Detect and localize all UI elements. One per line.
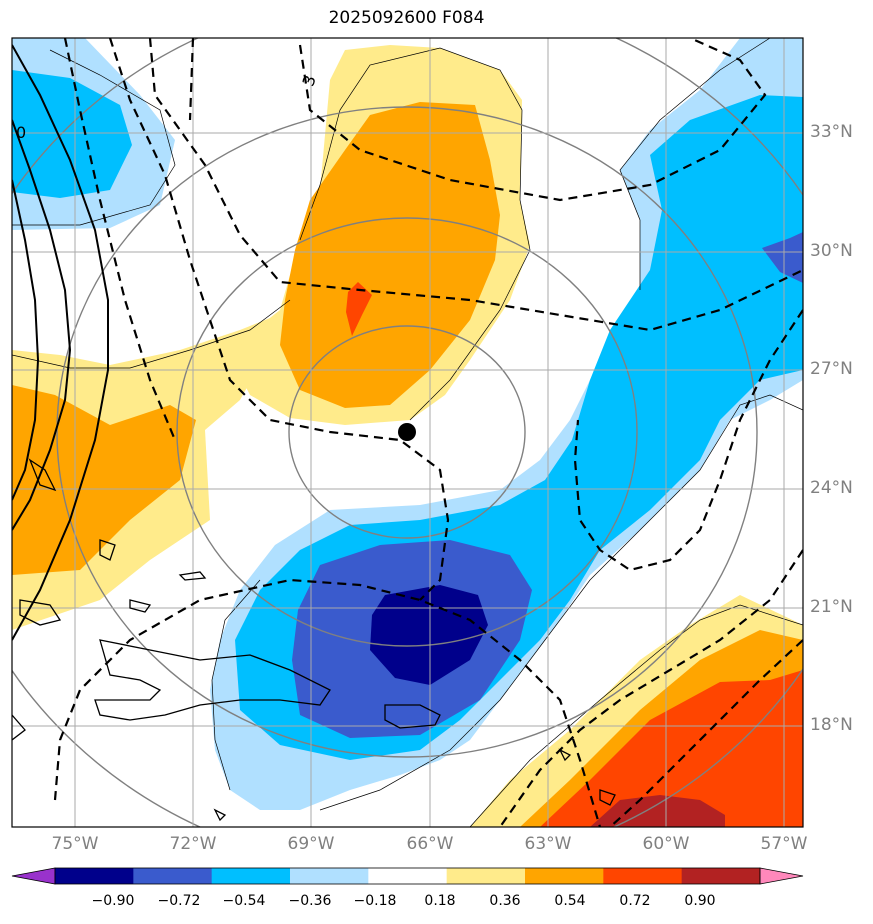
- colorbar-max-extension: [759, 867, 804, 885]
- map-panel: 3 0: [11, 37, 804, 828]
- colorbar-segment: [290, 868, 369, 884]
- colorbar-segment: [446, 868, 526, 884]
- colorbar-segment: [681, 868, 761, 884]
- lat-label: 33°N: [810, 122, 853, 142]
- map-frame: [11, 37, 804, 828]
- lon-label: 69°W: [287, 834, 335, 854]
- lat-label: 24°N: [810, 478, 853, 498]
- colorbar-tick-label: 0.72: [619, 893, 651, 909]
- colorbar-tick-label: 0.90: [684, 893, 716, 909]
- lon-label: 66°W: [406, 834, 454, 854]
- lon-label: 57°W: [760, 834, 808, 854]
- range-rings: [12, 38, 803, 827]
- shaded-anomaly-field: [12, 38, 803, 827]
- colorbar-segment: [133, 868, 213, 884]
- colorbar-tick-label: −0.36: [288, 893, 332, 909]
- contour-label: 0: [16, 123, 26, 142]
- graticule: [12, 38, 803, 827]
- lon-label: 72°W: [169, 834, 217, 854]
- colorbar-tick-label: −0.72: [157, 893, 201, 909]
- lon-label: 63°W: [524, 834, 572, 854]
- lat-label: 27°N: [810, 359, 853, 379]
- colorbar: [11, 867, 804, 885]
- dashed-contours: [53, 38, 803, 827]
- colorbar-tick-label: −0.90: [91, 893, 135, 909]
- colorbar-tick-label: 0.54: [554, 893, 586, 909]
- coastlines: [12, 458, 616, 822]
- solid-contours: [12, 44, 109, 641]
- colorbar-tick-label: −0.54: [222, 893, 266, 909]
- colorbar-tick-label: 0.36: [489, 893, 521, 909]
- lon-label: 75°W: [51, 834, 99, 854]
- lon-label: 60°W: [642, 834, 690, 854]
- colorbar-tick-label: 0.18: [424, 893, 456, 909]
- colorbar-segment: [525, 868, 604, 884]
- colorbar-segment: [603, 868, 683, 884]
- storm-center-marker: [398, 423, 416, 441]
- colorbar-segment: [368, 868, 448, 884]
- colorbar-segment: [211, 868, 291, 884]
- colorbar-tick-label: −0.18: [353, 893, 397, 909]
- map-title: 2025092600 F084: [328, 8, 485, 28]
- lat-label: 18°N: [810, 715, 853, 735]
- colorbar-segment: [55, 868, 134, 884]
- lat-label: 30°N: [810, 241, 853, 261]
- lat-label: 21°N: [810, 597, 853, 617]
- colorbar-min-extension: [11, 867, 56, 885]
